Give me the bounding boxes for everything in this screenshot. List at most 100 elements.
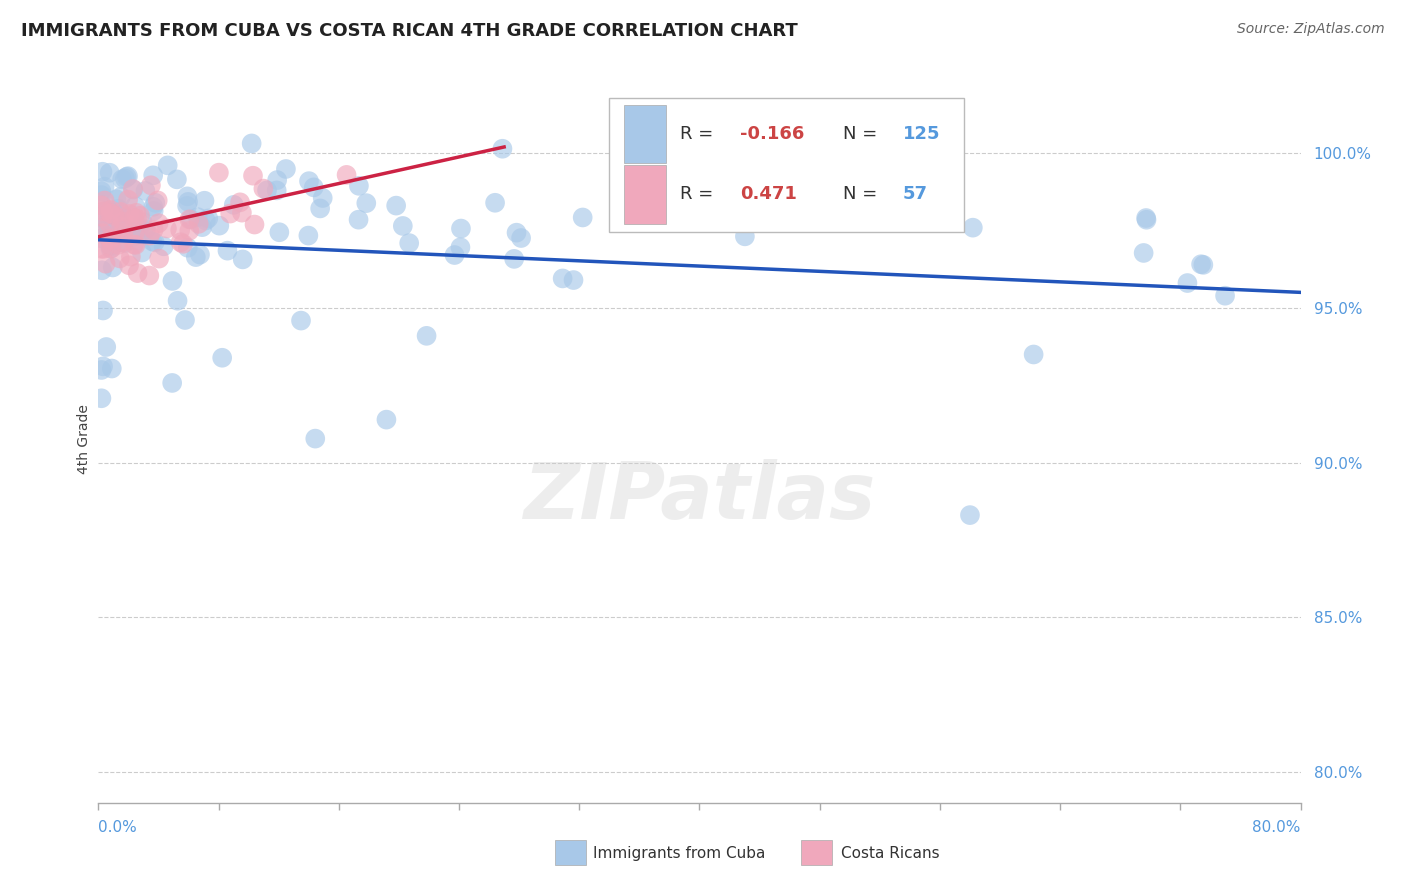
Point [122,182,145,196]
Text: R =: R = [681,125,720,143]
Point [108,209,131,223]
Point [122,183,145,197]
Point [91,359,114,374]
Point [193,194,215,208]
Point [90,184,112,198]
Point [117,169,139,184]
Point [375,412,398,426]
Point [415,329,437,343]
Point [188,247,211,261]
Point [146,194,169,208]
Point [110,224,132,238]
Point [252,181,274,195]
Point [107,202,129,216]
Point [166,293,188,308]
Point [139,228,162,243]
Point [110,190,132,204]
Point [166,172,188,186]
Point [551,271,574,285]
Point [110,206,132,220]
Point [94,257,117,271]
Point [219,206,242,220]
Text: ZIPatlas: ZIPatlas [523,459,876,535]
Point [112,225,135,239]
Point [90,231,112,245]
Bar [624,165,666,224]
Point [131,245,153,260]
Point [124,238,146,252]
Point [98,232,121,246]
Point [91,165,114,179]
Point [90,188,112,202]
Point [269,225,291,239]
Text: 125: 125 [903,125,941,143]
Point [818,200,841,214]
Point [505,226,527,240]
Point [734,229,756,244]
Point [959,508,981,522]
Point [685,204,707,219]
Y-axis label: 4th Grade: 4th Grade [77,404,91,475]
Text: R =: R = [681,186,725,203]
Point [191,220,214,235]
Text: 0.0%: 0.0% [98,820,138,835]
Point [100,242,122,256]
Point [122,211,145,225]
Point [356,196,378,211]
Point [93,242,115,256]
Point [128,221,150,235]
Point [100,215,122,229]
Point [187,210,209,224]
Point [141,235,163,249]
Point [115,222,138,236]
Point [91,263,114,277]
Point [96,217,118,231]
Point [100,242,122,256]
Point [256,183,278,197]
Point [93,219,115,233]
Point [717,203,740,218]
Point [91,303,114,318]
Point [122,237,145,252]
Point [100,234,122,248]
Point [160,376,183,390]
Point [142,200,165,214]
Point [187,217,209,231]
Point [101,361,124,376]
Point [132,223,155,237]
Point [1022,347,1045,361]
Point [96,202,118,217]
Point [197,211,219,226]
Point [94,203,117,218]
Point [177,241,200,255]
Text: 57: 57 [903,186,928,203]
Point [127,266,149,280]
Point [142,223,165,237]
Point [129,209,152,223]
Point [484,195,506,210]
Point [391,219,413,233]
Point [208,166,231,180]
Point [134,184,156,198]
Point [93,179,115,194]
Point [96,340,118,354]
Point [266,183,288,197]
Point [135,222,157,236]
Point [90,392,112,406]
Point [90,198,112,212]
Point [304,432,326,446]
Text: N =: N = [842,186,889,203]
Point [143,195,166,210]
Point [101,260,124,275]
Point [100,238,122,252]
Point [142,169,165,183]
Point [177,194,200,209]
Point [503,252,526,266]
Point [91,204,114,219]
Point [125,206,148,220]
Point [297,228,319,243]
Point [152,239,174,253]
Text: Source: ZipAtlas.com: Source: ZipAtlas.com [1237,22,1385,37]
Point [174,313,197,327]
Point [139,178,162,193]
